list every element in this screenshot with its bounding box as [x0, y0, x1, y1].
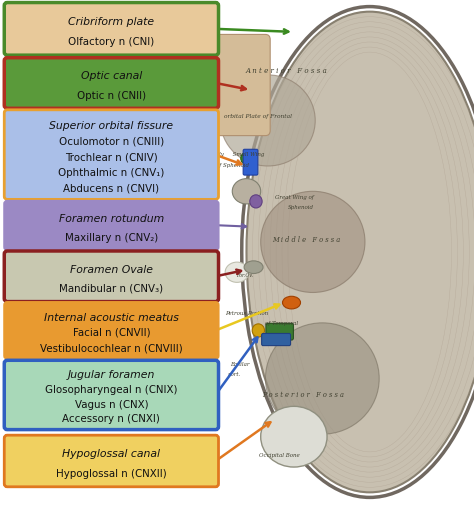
Text: Trochlear n (CNIV): Trochlear n (CNIV): [65, 152, 158, 162]
Ellipse shape: [220, 76, 315, 167]
Text: Mandibular n (CNV₃): Mandibular n (CNV₃): [59, 283, 164, 293]
Text: Sphenoid: Sphenoid: [288, 205, 314, 210]
Text: Basilar: Basilar: [229, 361, 249, 366]
Text: Optic canal: Optic canal: [81, 71, 142, 81]
Text: Abducens n (CNVI): Abducens n (CNVI): [64, 183, 159, 193]
Text: P o s t e r i o r   F o s s a: P o s t e r i o r F o s s a: [263, 390, 344, 398]
Text: Cribriform plate: Cribriform plate: [68, 17, 155, 27]
Text: M i d d l e   F o s s a: M i d d l e F o s s a: [272, 236, 340, 244]
Text: Hypoglossal n (CNXII): Hypoglossal n (CNXII): [56, 468, 167, 478]
Text: Occipital Bone: Occipital Bone: [259, 452, 300, 457]
Text: port.: port.: [228, 371, 241, 376]
FancyBboxPatch shape: [4, 251, 219, 302]
Text: Facial n (CNVII): Facial n (CNVII): [73, 327, 150, 337]
FancyBboxPatch shape: [4, 435, 219, 487]
Ellipse shape: [261, 192, 365, 293]
Text: For.Ov.: For.Ov.: [236, 273, 253, 278]
FancyBboxPatch shape: [4, 4, 219, 56]
Ellipse shape: [232, 179, 261, 205]
Text: Great Wing of: Great Wing of: [274, 194, 313, 199]
Circle shape: [252, 324, 264, 337]
Text: of Temporal: of Temporal: [265, 321, 299, 326]
Text: Oculomotor n (CNIII): Oculomotor n (CNIII): [59, 136, 164, 146]
Text: Vagus n (CNX): Vagus n (CNX): [74, 399, 148, 409]
Text: Maxillary n (CNV₂): Maxillary n (CNV₂): [65, 232, 158, 242]
Ellipse shape: [225, 263, 249, 283]
Text: Accessory n (CNXI): Accessory n (CNXI): [63, 414, 160, 424]
Text: orbital Plate of Frontal: orbital Plate of Frontal: [224, 114, 292, 119]
Text: Superior orbital fissure: Superior orbital fissure: [49, 120, 173, 130]
FancyBboxPatch shape: [4, 201, 219, 250]
FancyBboxPatch shape: [4, 111, 219, 200]
FancyBboxPatch shape: [204, 35, 270, 136]
Circle shape: [241, 153, 252, 165]
Text: Optic n (CNII): Optic n (CNII): [77, 90, 146, 100]
FancyBboxPatch shape: [266, 324, 293, 340]
Circle shape: [250, 195, 262, 209]
Text: Internal acoustic meatus: Internal acoustic meatus: [44, 312, 179, 322]
FancyBboxPatch shape: [4, 302, 219, 359]
Text: Olfactory n (CNI): Olfactory n (CNI): [68, 37, 155, 47]
Text: Ophthalmic n (CNV₁): Ophthalmic n (CNV₁): [58, 168, 164, 178]
Ellipse shape: [283, 297, 301, 309]
Text: A n t e r i o r   F o s s a: A n t e r i o r F o s s a: [246, 67, 328, 75]
Ellipse shape: [244, 262, 263, 274]
FancyBboxPatch shape: [243, 150, 258, 176]
Ellipse shape: [261, 407, 327, 467]
Text: Foramen rotundum: Foramen rotundum: [59, 214, 164, 224]
FancyBboxPatch shape: [4, 361, 219, 430]
Text: Glosopharyngeal n (CNIX): Glosopharyngeal n (CNIX): [45, 384, 178, 394]
Text: Body     Small Wing: Body Small Wing: [210, 152, 264, 157]
Text: Petrous Portion: Petrous Portion: [225, 311, 268, 316]
Text: Jugular foramen: Jugular foramen: [68, 370, 155, 380]
Ellipse shape: [265, 323, 379, 434]
FancyBboxPatch shape: [4, 59, 219, 109]
FancyBboxPatch shape: [262, 334, 291, 346]
Ellipse shape: [246, 13, 474, 492]
Text: Foramen Ovale: Foramen Ovale: [70, 264, 153, 274]
Text: Vestibulocochlear n (CNVIII): Vestibulocochlear n (CNVIII): [40, 342, 183, 352]
Text: of Sphenoid: of Sphenoid: [216, 163, 249, 168]
Text: Hypoglossal canal: Hypoglossal canal: [63, 448, 160, 458]
